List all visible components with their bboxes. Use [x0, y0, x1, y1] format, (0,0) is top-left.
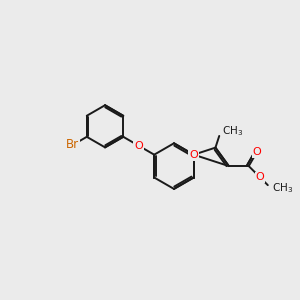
Text: O: O: [252, 147, 261, 157]
Text: O: O: [134, 141, 143, 151]
Text: O: O: [189, 150, 198, 160]
Text: CH$_3$: CH$_3$: [222, 124, 244, 138]
Text: O: O: [256, 172, 265, 182]
Text: CH$_3$: CH$_3$: [272, 181, 293, 195]
Text: Br: Br: [66, 138, 80, 152]
